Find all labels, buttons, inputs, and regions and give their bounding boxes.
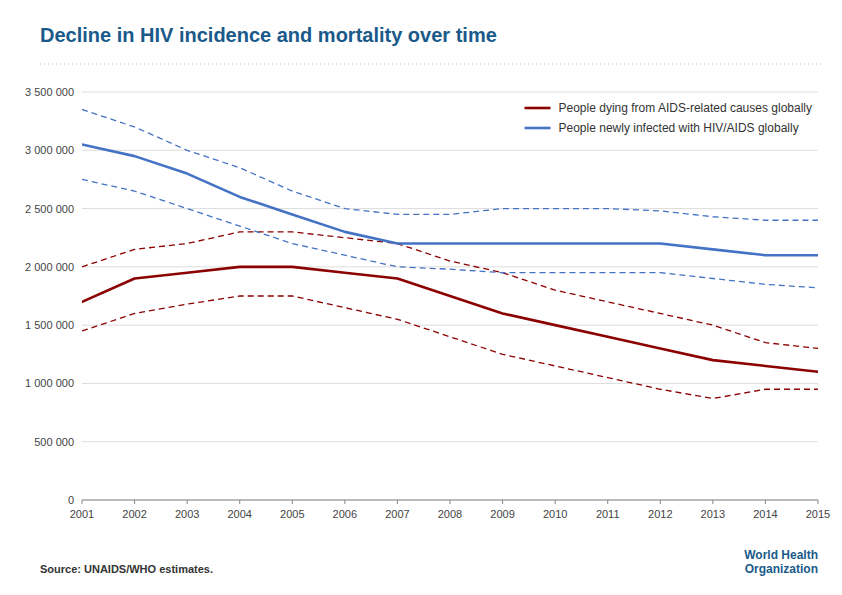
x-tick-label: 2008 <box>438 508 462 520</box>
grid-line <box>82 150 818 151</box>
x-tick-label: 2009 <box>490 508 514 520</box>
grid-line <box>82 441 818 442</box>
x-tick-label: 2006 <box>333 508 357 520</box>
legend-label: People newly infected with HIV/AIDS glob… <box>559 121 799 135</box>
chart-svg: Decline in HIV incidence and mortality o… <box>0 0 842 595</box>
legend-swatch <box>525 107 551 110</box>
y-tick-label: 500 000 <box>34 436 74 448</box>
interval-line <box>82 109 818 220</box>
series-line <box>82 267 818 372</box>
x-tick-label: 2003 <box>175 508 199 520</box>
annotation-line: Organization <box>745 562 818 576</box>
y-tick-label: 3 000 000 <box>25 144 74 156</box>
x-tick-label: 2004 <box>227 508 251 520</box>
x-tick <box>660 500 661 504</box>
title-separator <box>40 64 822 65</box>
series-group <box>82 109 818 398</box>
x-tick <box>450 500 451 504</box>
x-tick <box>397 500 398 504</box>
series-line <box>82 144 818 255</box>
grid-line <box>82 325 818 326</box>
legend-label: People dying from AIDS-related causes gl… <box>559 101 812 115</box>
grid-line <box>82 208 818 209</box>
x-tick <box>818 500 819 504</box>
interval-line <box>82 179 818 287</box>
x-tick-label: 2005 <box>280 508 304 520</box>
y-tick-label: 3 500 000 <box>25 86 74 98</box>
grid-line <box>82 92 818 93</box>
x-tick <box>502 500 503 504</box>
x-tick <box>555 500 556 504</box>
x-tick-label: 2014 <box>753 508 777 520</box>
y-tick-label: 1 500 000 <box>25 319 74 331</box>
x-tick <box>82 500 83 504</box>
x-tick-label: 2007 <box>385 508 409 520</box>
grid-line <box>82 266 818 267</box>
x-tick <box>187 500 188 504</box>
x-tick-label: 2010 <box>543 508 567 520</box>
grid-line <box>82 383 818 384</box>
x-tick-label: 2002 <box>122 508 146 520</box>
x-tick <box>292 500 293 504</box>
x-tick <box>765 500 766 504</box>
x-tick <box>607 500 608 504</box>
x-tick-label: 2011 <box>596 508 620 520</box>
title: Decline in HIV incidence and mortality o… <box>40 24 497 46</box>
x-tick-label: 2015 <box>806 508 830 520</box>
x-tick <box>134 500 135 504</box>
y-tick-label: 2 500 000 <box>25 203 74 215</box>
y-tick-label: 1 000 000 <box>25 377 74 389</box>
x-tick-label: 2013 <box>701 508 725 520</box>
x-tick <box>344 500 345 504</box>
chart-container: Decline in HIV incidence and mortality o… <box>0 0 842 595</box>
legend-swatch <box>525 127 551 130</box>
source-note: Source: UNAIDS/WHO estimates. <box>40 563 213 575</box>
legend: People dying from AIDS-related causes gl… <box>525 101 812 135</box>
y-tick-label: 2 000 000 <box>25 261 74 273</box>
annotation-line: Source: UNAIDS/WHO estimates. <box>40 563 213 575</box>
x-axis: 2001 2002 2003 2004 2005 2006 2007 2008 2009 2010… <box>70 500 830 520</box>
interval-line <box>82 296 818 399</box>
x-tick <box>712 500 713 504</box>
y-tick-label: 0 <box>68 494 74 506</box>
annotation-line: World Health <box>744 548 818 562</box>
y-axis: 0 500 000 1 000 000 1 500 000 2 000 000 2 500… <box>25 86 818 506</box>
x-tick <box>239 500 240 504</box>
logo-text: World HealthOrganization <box>744 548 818 576</box>
x-tick-label: 2012 <box>648 508 672 520</box>
x-tick-label: 2001 <box>70 508 94 520</box>
